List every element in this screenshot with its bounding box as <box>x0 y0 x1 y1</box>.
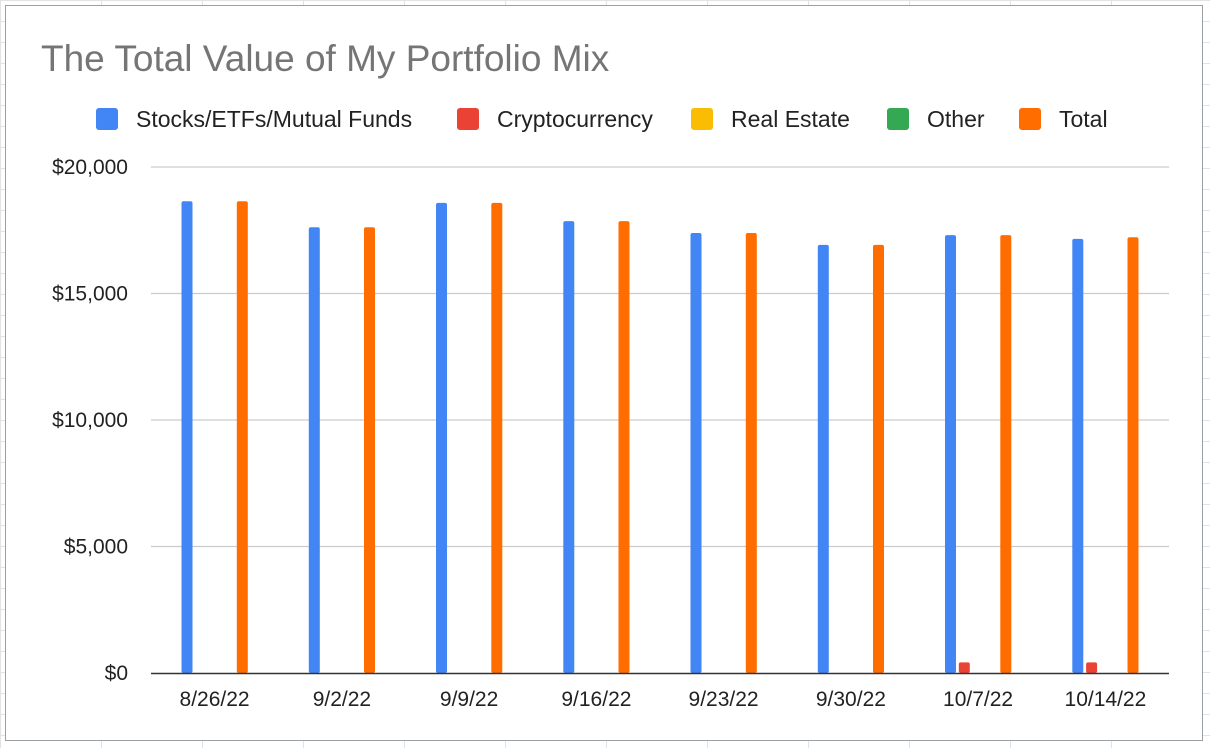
bar-plot-area: $0 $5,000 $10,000 $15,000 $20,000 8/26/22 9/2/… <box>52 156 1169 711</box>
bar-0-4 <box>690 233 702 673</box>
legend-label-real-estate: Real Estate <box>731 105 850 132</box>
legend-item-stocks[interactable]: Stocks/ETFs/Mutual Funds <box>96 102 412 136</box>
bar-0-1 <box>308 227 320 673</box>
x-tick-label-7: 10/14/22 <box>1065 688 1147 711</box>
y-tick-label-0: $0 <box>105 662 128 685</box>
legend-item-real-estate[interactable]: Real Estate <box>691 102 850 136</box>
bar-4-0 <box>236 201 248 673</box>
bar-4-2 <box>491 202 503 673</box>
bar-0-6 <box>945 235 956 673</box>
bar-0-0 <box>181 201 193 673</box>
bar-0-2 <box>436 202 447 673</box>
bar-1-7 <box>1086 662 1098 673</box>
legend-label-crypto: Cryptocurrency <box>497 105 653 132</box>
legend-swatch-total <box>1019 108 1041 130</box>
legend-swatch-crypto <box>457 108 479 130</box>
legend-swatch-real-estate <box>691 108 713 130</box>
x-tick-label-1: 9/2/22 <box>313 688 371 711</box>
bar-0-5 <box>817 244 829 673</box>
x-tick-label-5: 9/30/22 <box>816 688 886 711</box>
bar-1-6 <box>958 662 970 673</box>
bar-0-7 <box>1072 238 1084 673</box>
legend-label-stocks: Stocks/ETFs/Mutual Funds <box>136 105 413 132</box>
bar-4-4 <box>745 233 757 673</box>
bar-4-6 <box>1000 235 1012 673</box>
y-tick-label-2: $10,000 <box>52 409 128 432</box>
chart-title: The Total Value of My Portfolio Mix <box>41 38 610 79</box>
legend-swatch-stocks <box>96 108 118 130</box>
x-tick-label-0: 8/26/22 <box>180 688 250 711</box>
bar-0-3 <box>563 221 575 673</box>
y-tick-label-3: $15,000 <box>52 283 128 306</box>
x-tick-label-6: 10/7/22 <box>943 688 1013 711</box>
chart-legend: Stocks/ETFs/Mutual Funds Cryptocurrency … <box>6 102 1204 136</box>
legend-label-other: Other <box>927 105 985 132</box>
bar-4-3 <box>618 221 630 673</box>
legend-label-total: Total <box>1059 105 1108 132</box>
x-tick-label-2: 9/9/22 <box>440 688 498 711</box>
bar-4-7 <box>1127 237 1139 674</box>
bar-4-1 <box>364 227 375 673</box>
chart-container[interactable]: The Total Value of My Portfolio Mix Stoc… <box>5 5 1203 741</box>
legend-item-crypto[interactable]: Cryptocurrency <box>457 102 653 136</box>
x-tick-label-4: 9/23/22 <box>689 688 759 711</box>
x-tick-label-3: 9/16/22 <box>561 688 631 711</box>
y-tick-label-4: $20,000 <box>52 156 128 179</box>
legend-swatch-other <box>887 108 909 130</box>
bar-4-5 <box>873 244 884 673</box>
y-tick-label-1: $5,000 <box>64 536 128 559</box>
legend-item-total[interactable]: Total <box>1019 102 1108 136</box>
legend-item-other[interactable]: Other <box>887 102 985 136</box>
